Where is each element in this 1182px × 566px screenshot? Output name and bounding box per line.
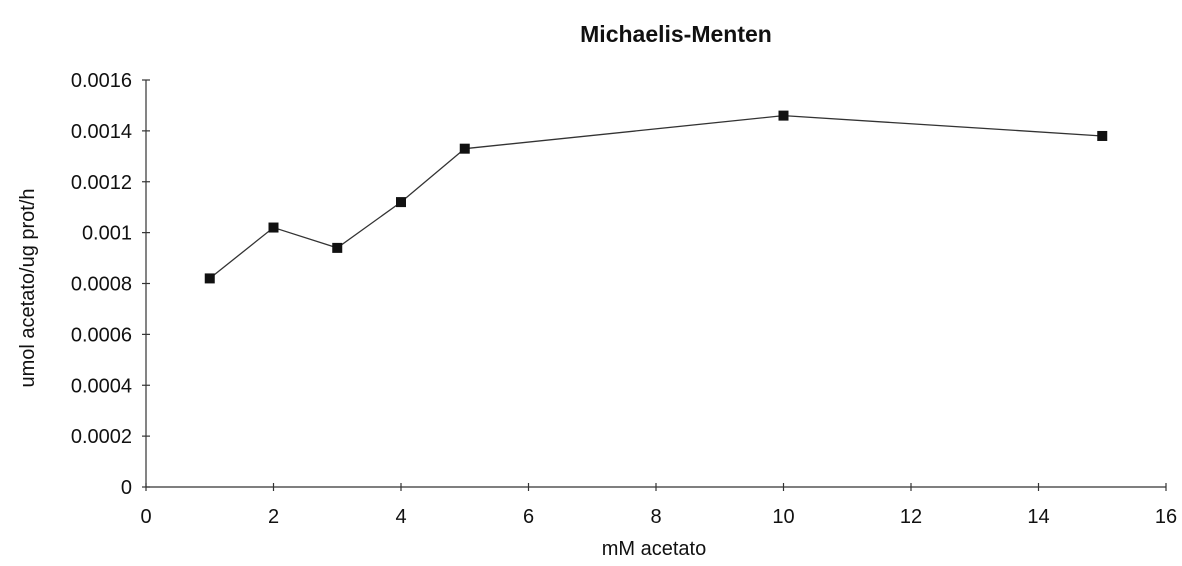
x-tick-label: 14 [1027, 506, 1049, 528]
x-axis-ticks: 0 2 4 6 8 10 12 14 16 [140, 483, 1177, 528]
data-point [396, 197, 406, 208]
series-line [209, 114, 1103, 279]
data-point [204, 273, 215, 284]
plot-area [204, 110, 1108, 284]
x-tick-label: 10 [772, 506, 794, 528]
x-tick-label: 0 [140, 506, 151, 528]
y-tick-label: 0.0014 [71, 121, 132, 143]
x-tick-label: 12 [900, 506, 922, 528]
data-point [1097, 130, 1108, 141]
data-point [459, 143, 470, 154]
data-point [332, 242, 343, 253]
y-tick-label: 0.0006 [71, 324, 132, 346]
data-point [778, 110, 789, 121]
x-axis-title: mM acetato [602, 538, 706, 560]
y-tick-label: 0 [121, 477, 132, 499]
x-tick-label: 8 [650, 506, 661, 528]
x-tick-label: 6 [523, 506, 534, 528]
axes [145, 80, 1166, 488]
y-axis-ticks: 0 0.0002 0.0004 0.0006 0.0008 0.001 0.0012 0.00… [71, 70, 150, 499]
x-tick-label: 4 [395, 506, 406, 528]
x-tick-label: 2 [268, 506, 279, 528]
y-tick-label: 0.0002 [71, 426, 132, 448]
y-tick-label: 0.0008 [71, 274, 132, 296]
x-tick-label: 16 [1155, 506, 1177, 528]
y-tick-label: 0.001 [82, 223, 132, 245]
chart-title: Michaelis-Menten [580, 21, 772, 47]
y-tick-label: 0.0016 [71, 70, 132, 92]
y-axis-title: umol acetato/ug prot/h [17, 188, 39, 387]
y-tick-label: 0.0004 [71, 375, 132, 397]
y-tick-label: 0.0012 [71, 172, 132, 194]
data-point [268, 222, 279, 233]
